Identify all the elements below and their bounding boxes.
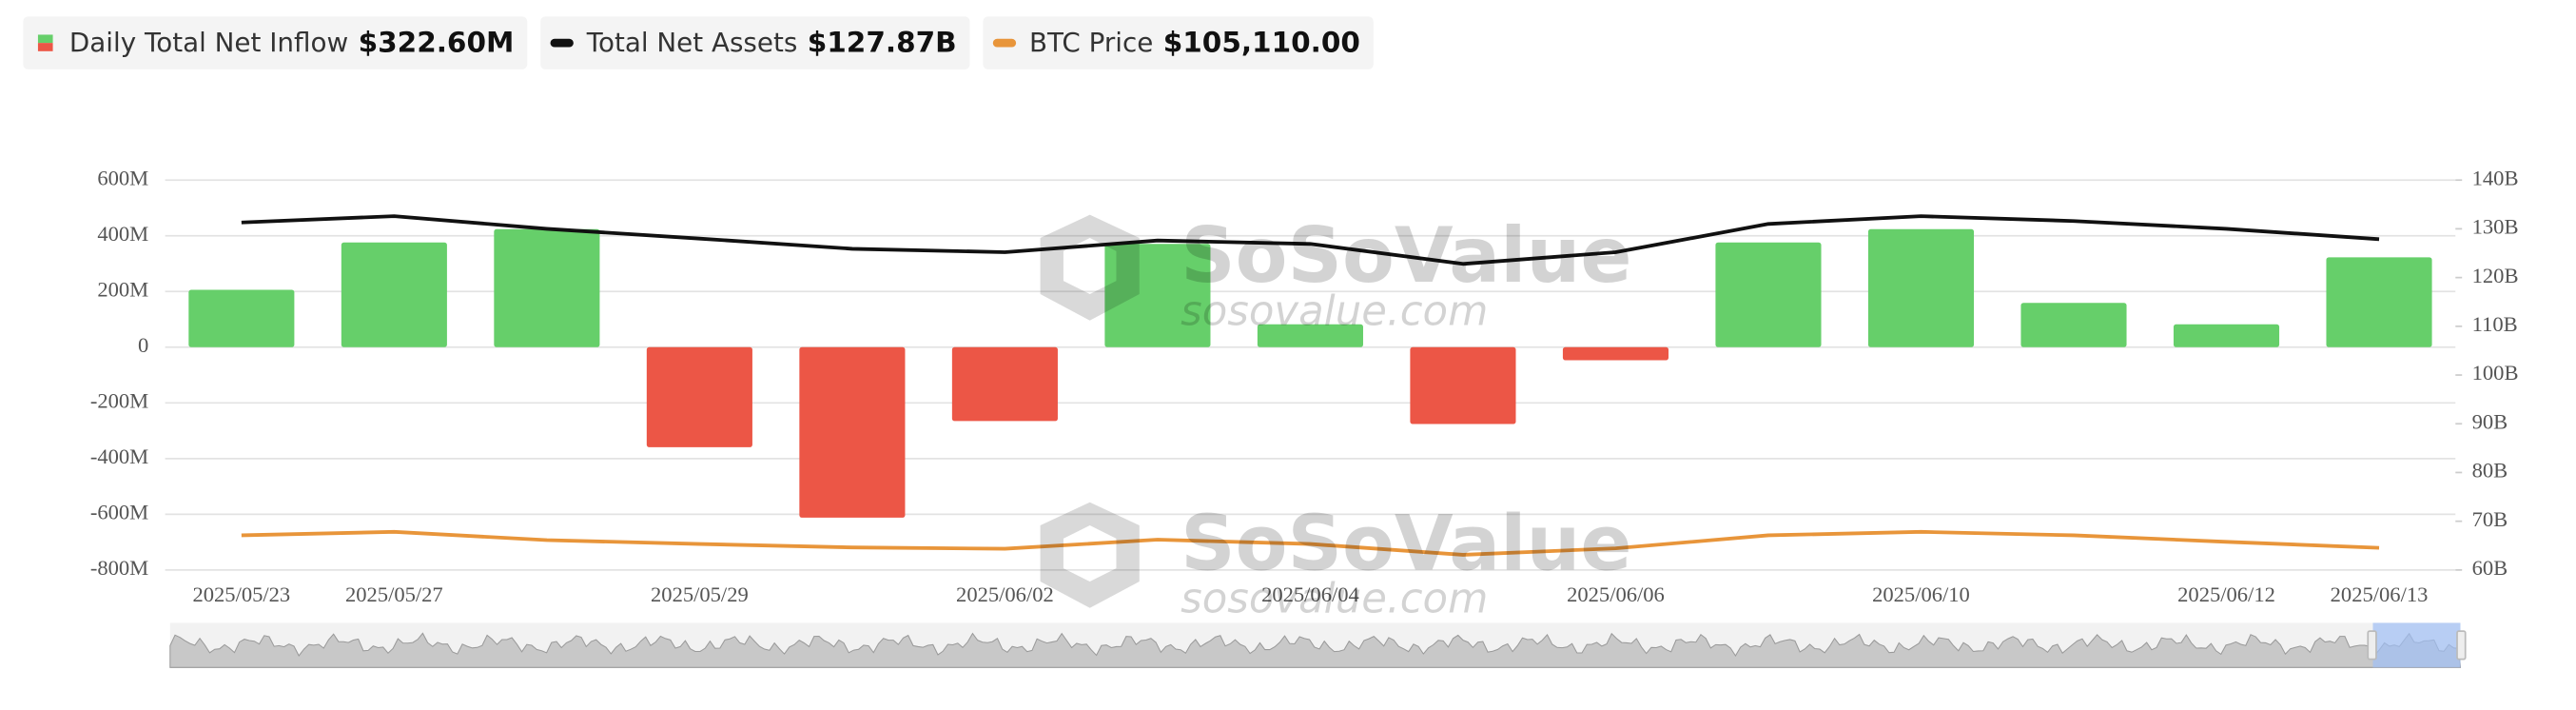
bar — [1257, 324, 1363, 347]
bar — [799, 346, 906, 518]
y-tick-label: 200M — [97, 277, 148, 301]
legend-value: $127.87B — [808, 27, 957, 59]
watermark-text: sosovalue.com — [1181, 287, 1488, 335]
x-tick-label: 2025/06/06 — [1567, 582, 1665, 606]
legend: Daily Total Net Inflow $322.60M Total Net … — [23, 16, 1374, 69]
x-tick-label: 2025/06/04 — [1261, 582, 1359, 606]
watermark: SoSoValue sosovalue.com SoSoValue sosova… — [1040, 211, 1632, 622]
y2-tick-label: 140B — [2472, 166, 2519, 189]
legend-swatch — [550, 38, 574, 48]
y2-tick-label: 130B — [2472, 215, 2519, 239]
x-tick-label: 2025/06/12 — [2177, 582, 2275, 606]
x-tick-label: 2025/05/27 — [345, 582, 443, 606]
navigator-handle[interactable] — [2367, 630, 2377, 661]
legend-label: BTC Price — [1029, 27, 1153, 58]
bar — [1410, 346, 1516, 424]
bar — [2326, 257, 2432, 347]
navigator-handle[interactable] — [2456, 630, 2467, 661]
plot — [188, 214, 2432, 557]
navigator — [169, 622, 2467, 668]
watermark-text: SoSoValue — [1181, 499, 1631, 587]
legend-item[interactable] — [540, 16, 970, 69]
legend-value: $322.60M — [359, 27, 515, 59]
bar — [494, 228, 600, 347]
y-tick-label: 0 — [138, 333, 148, 357]
watermark-text: SoSoValue — [1181, 211, 1631, 300]
watermark-logo — [1040, 502, 1140, 608]
bar — [646, 346, 752, 447]
y-tick-label: 600M — [97, 166, 148, 189]
y2-tick-label: 100B — [2472, 361, 2519, 385]
y-tick-label: -400M — [90, 444, 148, 468]
line — [241, 529, 2380, 557]
navigator-selection[interactable] — [2372, 622, 2461, 668]
y-tick-label: -200M — [90, 388, 148, 412]
bar — [1104, 244, 1211, 347]
legend-label: Daily Total Net Inflow — [69, 27, 348, 58]
x-tick-label: 2025/05/29 — [651, 582, 749, 606]
legend-swatch — [992, 38, 1017, 48]
legend-swatch — [37, 34, 53, 44]
line — [241, 214, 2380, 266]
y2-tick-label: 80B — [2472, 459, 2508, 483]
bar — [1867, 228, 1975, 347]
bar — [2020, 303, 2127, 347]
legend-swatch — [37, 43, 53, 51]
watermark-logo — [1040, 214, 1140, 321]
watermark-text: sosovalue.com — [1181, 575, 1488, 622]
bar — [1715, 242, 1822, 347]
bar — [1562, 346, 1669, 361]
bar — [341, 242, 447, 347]
y2-tick-label: 90B — [2472, 409, 2508, 433]
bar — [951, 346, 1058, 422]
y2-tick-label: 110B — [2472, 312, 2518, 336]
navigator-area — [169, 632, 2462, 668]
y2-tick-label: 70B — [2472, 507, 2508, 531]
y2-tick-label: 60B — [2472, 556, 2508, 580]
x-tick-label: 2025/06/10 — [1872, 582, 1970, 606]
bar — [2173, 324, 2280, 347]
y-tick-label: 400M — [97, 222, 148, 246]
y-tick-label: -600M — [90, 501, 148, 524]
y-tick-label: -800M — [90, 556, 148, 580]
legend-value: $105,110.00 — [1163, 27, 1360, 59]
x-tick-label: 2025/06/13 — [2331, 582, 2429, 606]
x-tick-label: 2025/06/02 — [956, 582, 1054, 606]
legend-item[interactable] — [983, 16, 1374, 69]
bar — [188, 289, 295, 347]
x-tick-label: 2025/05/23 — [192, 582, 290, 606]
legend-item[interactable] — [23, 16, 528, 69]
legend-label: Total Net Assets — [586, 27, 798, 58]
y2-tick-label: 120B — [2472, 264, 2519, 287]
